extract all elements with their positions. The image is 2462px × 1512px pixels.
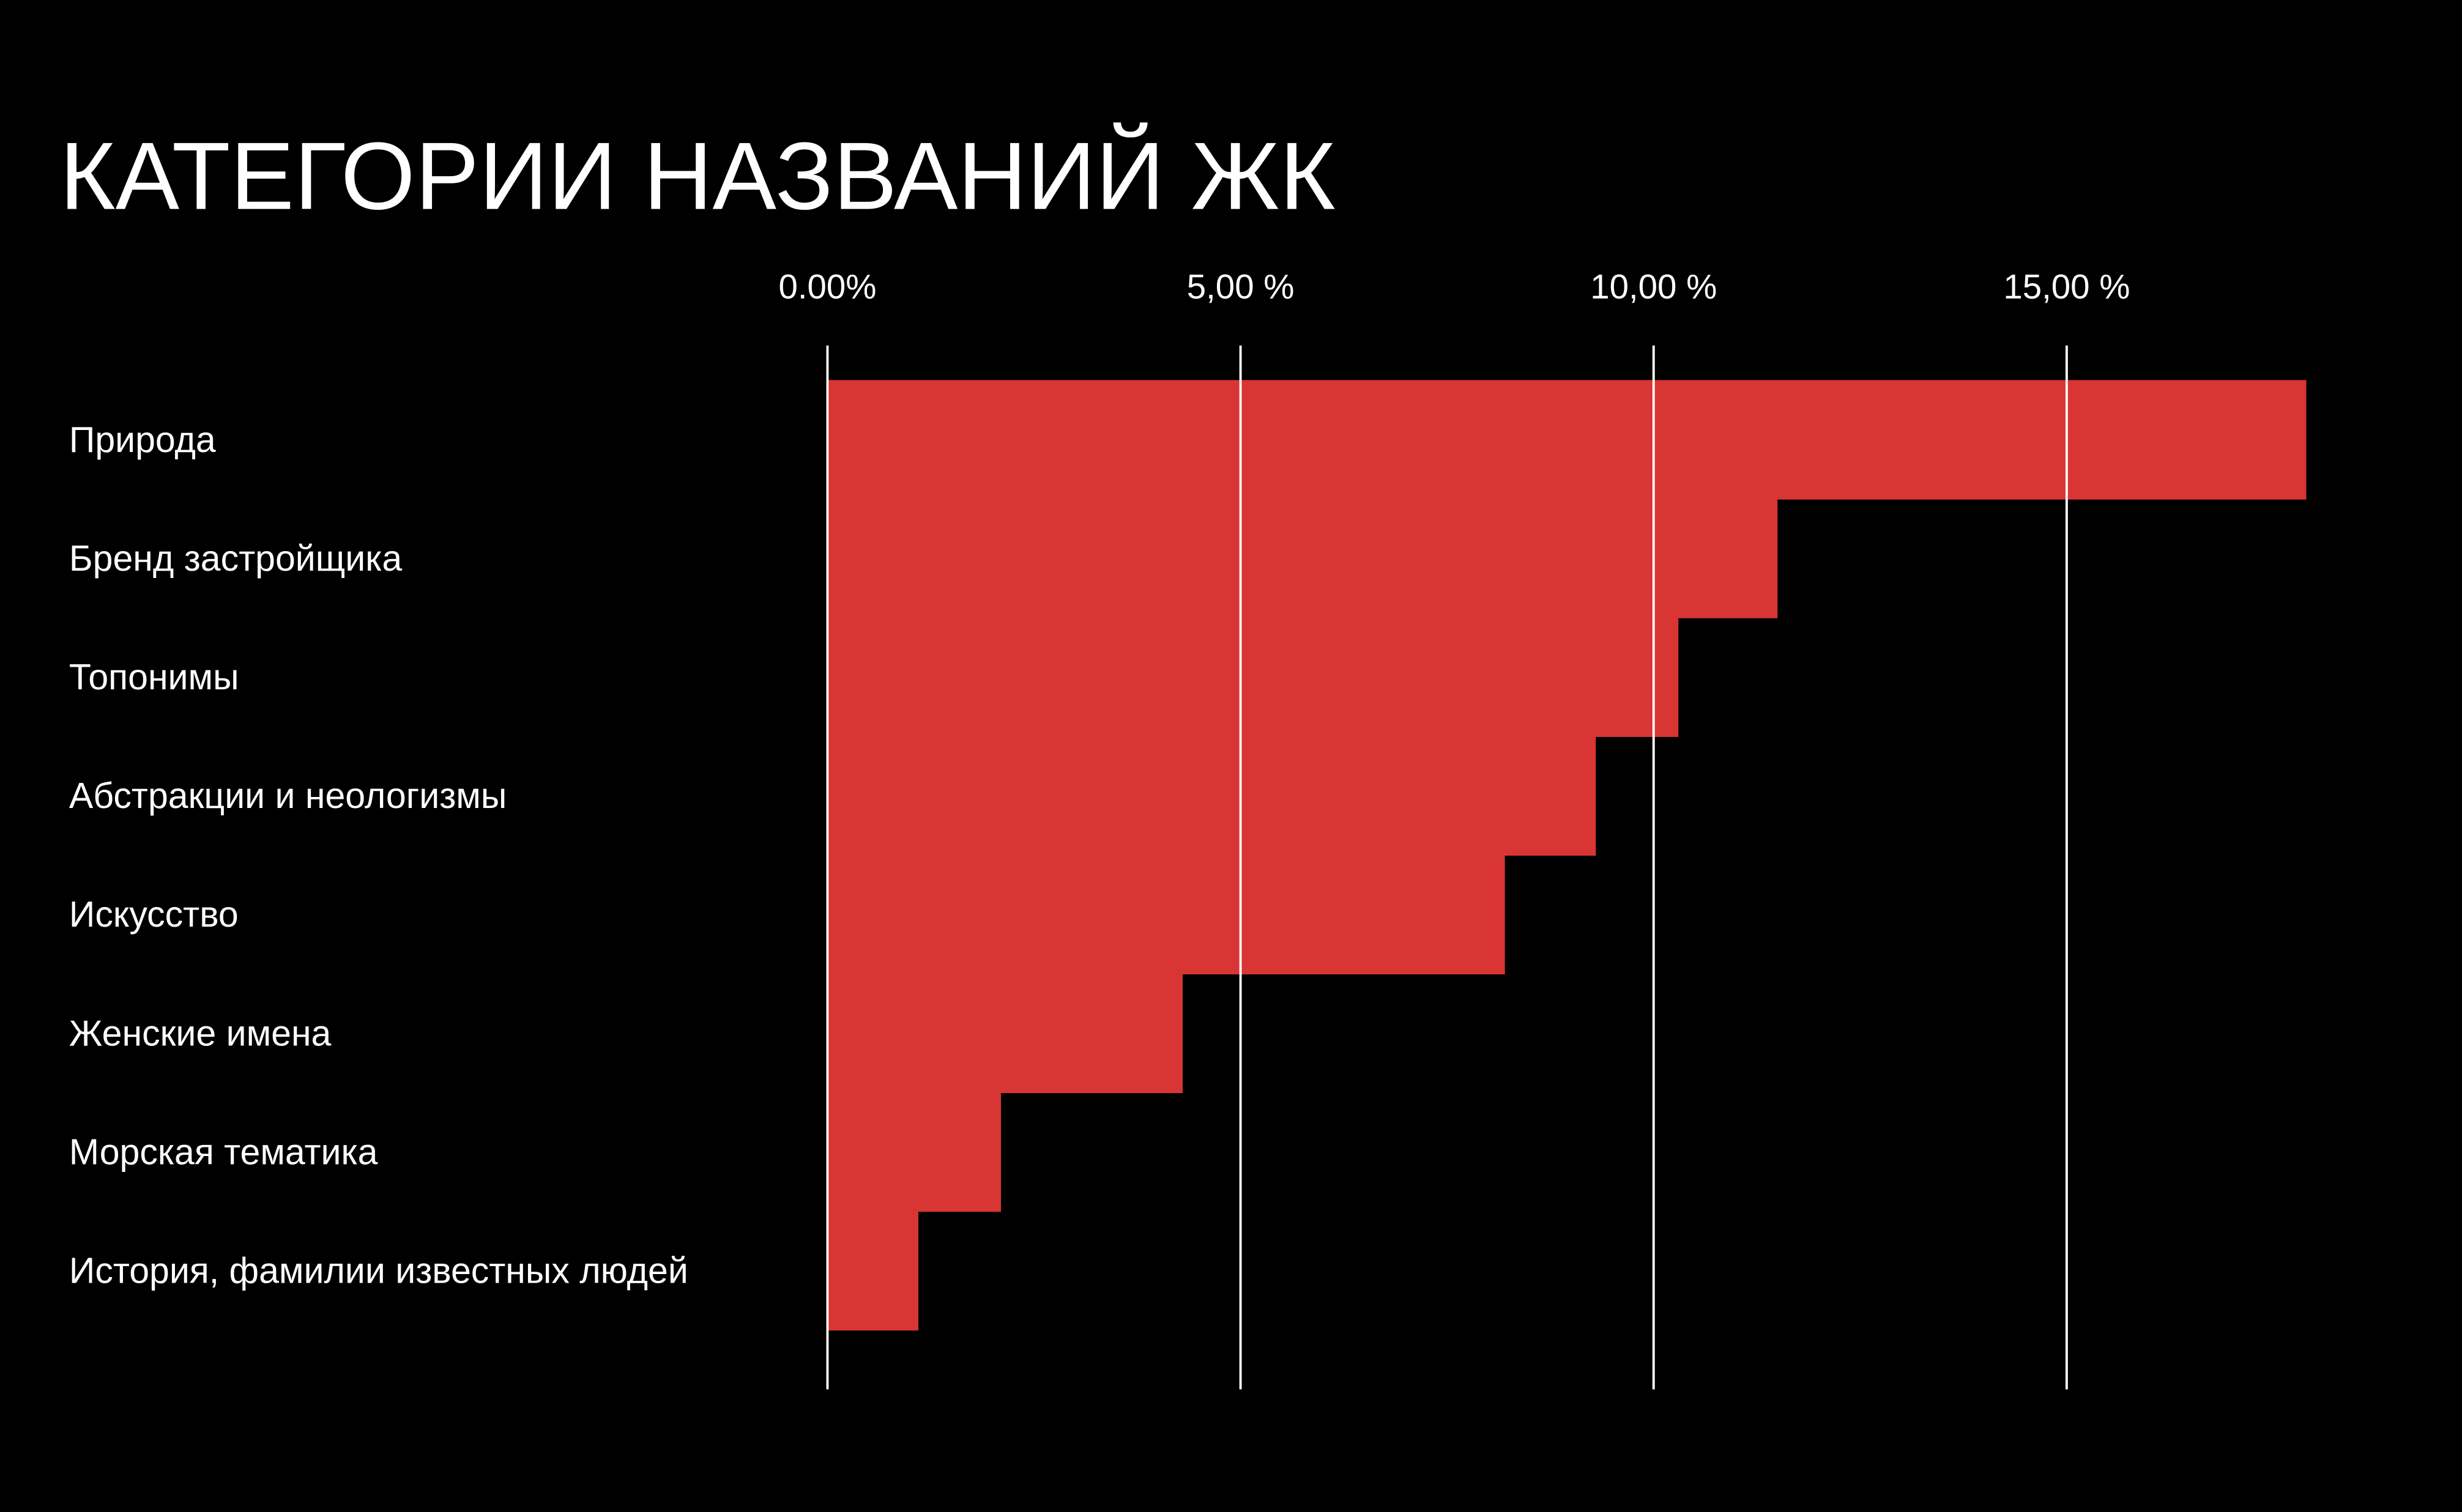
- bar: [827, 498, 1778, 618]
- y-tick-label: Абстракции и неологизмы: [69, 776, 507, 816]
- y-tick-label: Женские имена: [69, 1013, 332, 1053]
- y-tick-label: Морская тематика: [69, 1132, 378, 1172]
- x-tick-label: 10,00 %: [1590, 267, 1717, 306]
- bar: [827, 380, 2307, 500]
- y-tick-label: История, фамилии известных людей: [69, 1250, 688, 1291]
- bar: [827, 973, 1183, 1094]
- bar: [827, 617, 1679, 737]
- bar: [827, 1092, 1002, 1212]
- bar: [827, 1210, 918, 1331]
- y-tick-label: Топонимы: [69, 657, 239, 697]
- x-tick-label: 15,00 %: [2003, 267, 2130, 306]
- bar: [827, 854, 1505, 975]
- x-tick-label: 5,00 %: [1187, 267, 1295, 306]
- y-tick-label: Искусство: [69, 894, 239, 935]
- y-tick-label: Бренд застройщика: [69, 538, 402, 579]
- y-tick-label: Природа: [69, 420, 216, 460]
- chart-title: КАТЕГОРИИ НАЗВАНИЙ ЖК: [60, 122, 1336, 230]
- bar: [827, 736, 1596, 856]
- x-tick-label: 0.00%: [778, 267, 876, 306]
